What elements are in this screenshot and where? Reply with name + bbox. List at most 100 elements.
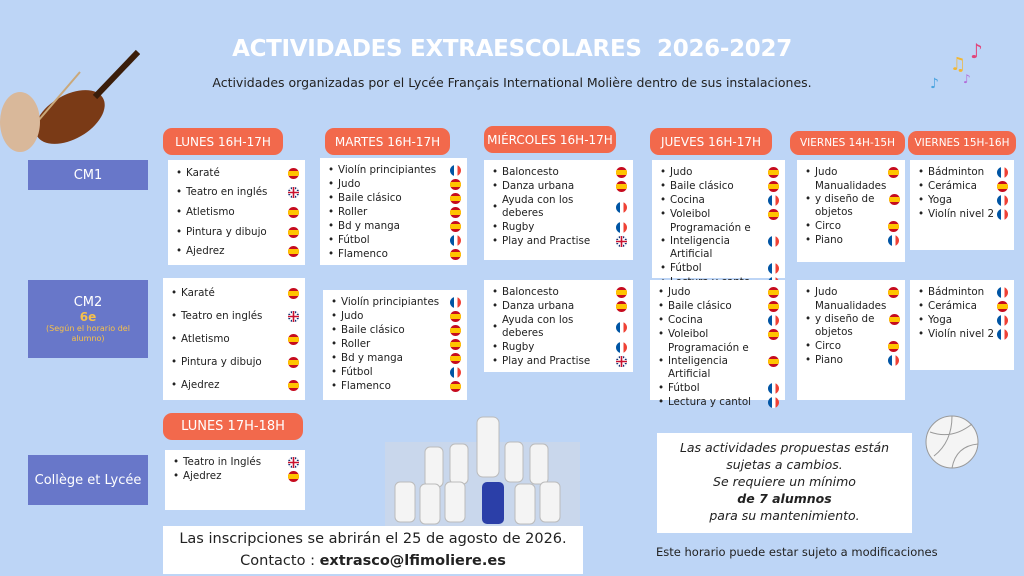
activity: • Ayuda con los deberes xyxy=(492,194,627,220)
activity-cell: • Teatro in Inglés • Ajedrez xyxy=(165,450,305,510)
activity: • Karaté xyxy=(171,287,299,300)
activity-name: Circo xyxy=(815,220,842,232)
activity: • Ajedrez xyxy=(171,379,299,392)
activity-name: Pintura y dibujo xyxy=(186,225,267,238)
bullet: • xyxy=(658,355,665,367)
activity: • Fútbol xyxy=(660,262,779,275)
activity-cell: • Baloncesto • Danza urbana • Ayuda con los d… xyxy=(484,280,633,372)
bullet: • xyxy=(173,456,180,468)
flag xyxy=(768,329,779,340)
activity-name: Violín nivel 2 xyxy=(928,328,994,340)
activity-cell: • Judo • Manualidades y diseño de objetos • C… xyxy=(797,280,905,400)
bullet: • xyxy=(918,328,925,340)
svg-text:♪: ♪ xyxy=(963,72,971,86)
activity: • Pintura y dibujo xyxy=(171,356,299,369)
bullet: • xyxy=(805,354,812,366)
bullet: • xyxy=(492,341,499,353)
activity: • Voleibol xyxy=(660,208,779,221)
flag xyxy=(768,383,779,394)
notice-line: para su mantenimiento. xyxy=(709,508,860,523)
bullet: • xyxy=(176,205,183,218)
activity: • Baloncesto xyxy=(492,166,627,179)
flag xyxy=(888,221,899,232)
flag xyxy=(288,333,299,345)
bullet: • xyxy=(328,178,335,190)
activity-name: Violín principiantes xyxy=(338,164,437,176)
activity-name: Ajedrez xyxy=(181,378,220,391)
bullet: • xyxy=(331,296,338,308)
flag xyxy=(450,339,461,350)
activity: • Manualidades y diseño de objetos xyxy=(805,300,901,339)
registration: Las inscripciones se abrirán el 25 de ag… xyxy=(163,526,583,574)
group-label: CM2 6e (Según el horario del alumno) xyxy=(28,280,148,358)
bullet: • xyxy=(805,234,812,246)
flag xyxy=(616,201,627,213)
flag xyxy=(768,195,779,206)
day-header: LUNES 16H-17H xyxy=(163,128,283,155)
flag xyxy=(288,246,299,258)
flag xyxy=(450,297,461,308)
bullet: • xyxy=(918,180,925,192)
contact-label: Contacto : xyxy=(240,553,315,569)
activity: • Baile clásico xyxy=(658,300,779,313)
activity-name: Judo xyxy=(668,286,691,298)
activity-name: Manualidades y diseño de objetos xyxy=(815,300,887,338)
activity: • Judo xyxy=(331,310,461,323)
activity-name: Judo xyxy=(338,178,361,190)
activity-cell: • Karaté • Teatro en inglés • Atletismo • Pintu… xyxy=(163,278,305,400)
activity: • Bádminton xyxy=(918,286,1008,299)
activity-name: Baile clásico xyxy=(670,180,734,192)
bullet: • xyxy=(331,380,338,392)
activity-name: Ayuda con los deberes xyxy=(502,194,574,219)
activity-name: Judo xyxy=(670,166,693,178)
bullet: • xyxy=(331,324,338,336)
group-name: Collège et Lycée xyxy=(34,472,142,488)
activity: • Manualidades y diseño de objetos xyxy=(805,180,901,219)
activity-name: Yoga xyxy=(928,314,953,326)
bullet: • xyxy=(658,382,665,394)
flag xyxy=(768,397,779,408)
bullet: • xyxy=(660,262,667,274)
activity: • Karaté xyxy=(176,167,299,180)
activity-cell: • Baloncesto • Danza urbana • Ayuda con los d… xyxy=(484,160,633,260)
activity-name: Bd y manga xyxy=(338,220,400,232)
activity-name: Pintura y dibujo xyxy=(181,355,262,368)
activity: • Teatro en inglés xyxy=(176,186,299,199)
activity-name: Voleibol xyxy=(668,328,709,340)
flag xyxy=(888,287,899,298)
flag xyxy=(889,194,901,205)
activity: • Violín nivel 2 xyxy=(918,208,1008,221)
group-note: (Según el horario del alumno) xyxy=(46,323,130,343)
activity-name: Fútbol xyxy=(668,382,700,394)
music-notes: ♪ ♫ ♪ ♪ xyxy=(930,39,983,92)
bullet: • xyxy=(328,164,335,176)
activity-name: Play and Practise xyxy=(502,235,591,247)
flag xyxy=(997,181,1008,192)
bullet: • xyxy=(492,200,499,213)
activity-name: Ajedrez xyxy=(183,470,222,482)
activity: • Ajedrez xyxy=(173,470,299,483)
activity-cell: • Karaté • Teatro en inglés • Atletismo • Pintu… xyxy=(168,160,305,265)
activity-name: Atletismo xyxy=(186,205,235,218)
bullet: • xyxy=(492,286,499,298)
flag xyxy=(997,301,1008,312)
flag xyxy=(997,195,1008,206)
activity: • Baloncesto xyxy=(492,286,627,299)
notice-line: Se requiere un mínimo xyxy=(713,474,856,489)
bullet: • xyxy=(658,300,665,312)
flag xyxy=(997,287,1008,298)
bullet: • xyxy=(331,352,338,364)
flag xyxy=(768,356,779,367)
bullet: • xyxy=(492,235,499,247)
bullet: • xyxy=(492,320,499,333)
activity-name: Baile clásico xyxy=(338,192,402,204)
flag xyxy=(288,310,299,322)
contact-email[interactable]: extrasco@lfimoliere.es xyxy=(319,553,506,569)
activity: • Flamenco xyxy=(331,380,461,393)
activity: • Play and Practise xyxy=(492,235,627,248)
svg-text:♫: ♫ xyxy=(950,54,966,75)
activity: • Judo xyxy=(660,166,779,179)
judo-photo xyxy=(385,416,580,527)
activity-cell: • Judo • Baile clásico • Cocina • Voleibol • Prog… xyxy=(652,160,785,288)
